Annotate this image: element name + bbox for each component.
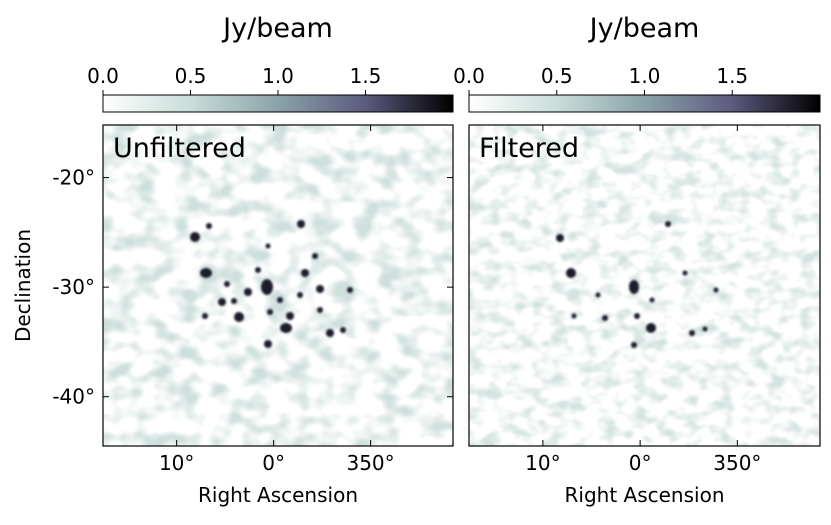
y-tick-label: -20° [52,166,95,190]
y-tick-label: -40° [52,385,95,409]
panel-title: Unfiltered [113,133,246,164]
colorbar-tick-label: 1.5 [350,64,382,88]
colorbar-tick-label: 1.0 [262,64,294,88]
colorbar-tick-label: 0.5 [541,64,573,88]
colorbar-tick-label: 0.0 [87,64,119,88]
x-tick-label: 0° [629,451,652,475]
colorbar [468,94,821,113]
x-tick-label: 10° [525,451,560,475]
colorbar [102,94,454,113]
x-tick-label: 350° [713,451,761,475]
x-axis-label: Right Ascension [198,483,358,507]
x-tick-label: 10° [159,451,194,475]
image-left [103,125,453,446]
x-axis-label: Right Ascension [565,483,725,507]
panel-title: Filtered [479,133,579,164]
colorbar-tick-label: 1.5 [716,64,748,88]
colorbar-label: Jy/beam [221,13,333,44]
y-tick-label: -30° [52,275,95,299]
colorbar-label: Jy/beam [588,13,700,44]
x-tick-label: 350° [346,451,394,475]
colorbar-tick-label: 1.0 [629,64,661,88]
x-tick-label: 0° [262,451,285,475]
image-right [469,125,820,446]
colorbar-tick-label: 0.0 [453,64,485,88]
plot-frame [102,124,454,447]
plot-frame [468,124,821,447]
colorbar-tick-label: 0.5 [175,64,207,88]
y-axis-label: Declination [11,229,35,342]
